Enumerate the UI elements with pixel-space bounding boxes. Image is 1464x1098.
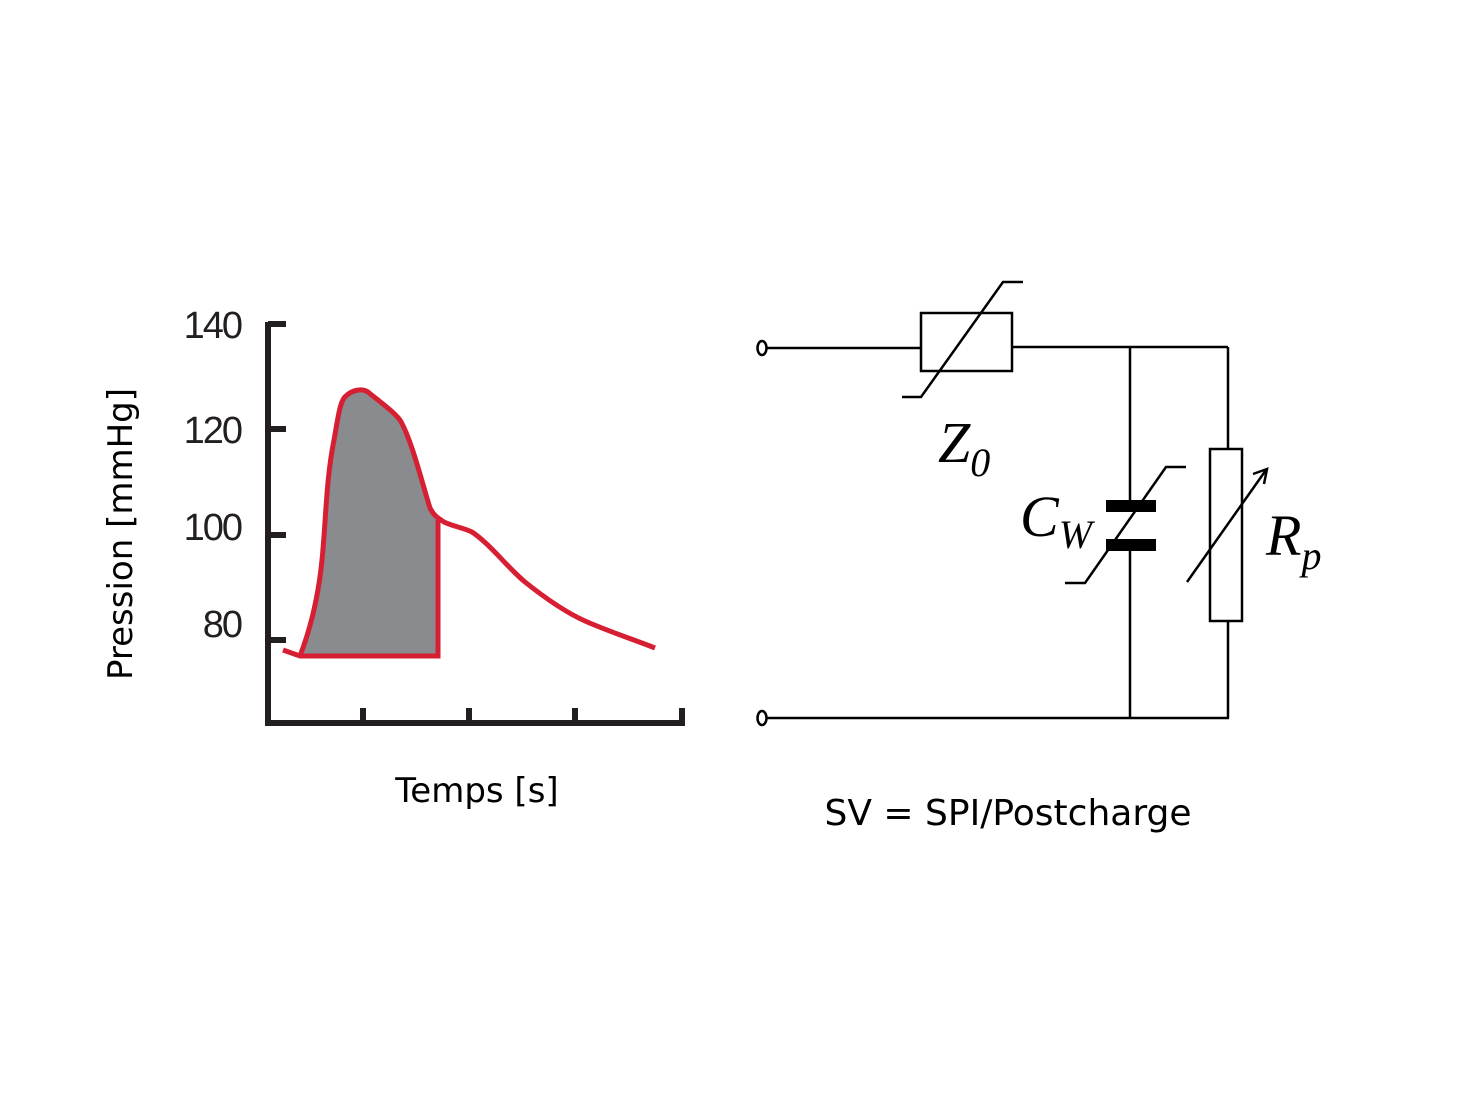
stroke-volume-formula: SV = SPI/Postcharge	[825, 793, 1192, 834]
systolic-area-fill	[300, 389, 438, 656]
rp-variable-resistor-symbol	[1185, 447, 1269, 623]
x-axis-title: Temps [s]	[394, 771, 558, 811]
input-terminal-top	[756, 339, 768, 357]
y-axis-title: Pression [mmHg]	[101, 388, 141, 680]
y-tick-label-120: 120	[184, 410, 242, 452]
y-tick-label-140: 140	[184, 305, 242, 347]
input-terminal-bottom	[756, 709, 768, 727]
pressure-chart: 140 120 100 80 Pression [mmHg] Temps [s]	[101, 305, 685, 811]
z0-subscript: 0	[970, 440, 990, 485]
y-tick-label-80: 80	[203, 604, 242, 646]
windkessel-circuit	[756, 280, 1269, 727]
y-tick-label-100: 100	[184, 507, 242, 549]
pressure-curve	[297, 387, 656, 657]
z0-label: Z0	[938, 410, 990, 485]
circuit-labels: Z0 CW Rp	[938, 410, 1321, 578]
systolic-area-outline	[282, 520, 441, 659]
cw-label: CW	[1020, 484, 1096, 557]
cw-capacitor-symbol	[1065, 465, 1186, 585]
cw-subscript: W	[1059, 512, 1096, 557]
rp-subscript: p	[1298, 533, 1321, 578]
z0-impedance-symbol	[902, 280, 1023, 399]
rp-label: Rp	[1265, 503, 1321, 578]
